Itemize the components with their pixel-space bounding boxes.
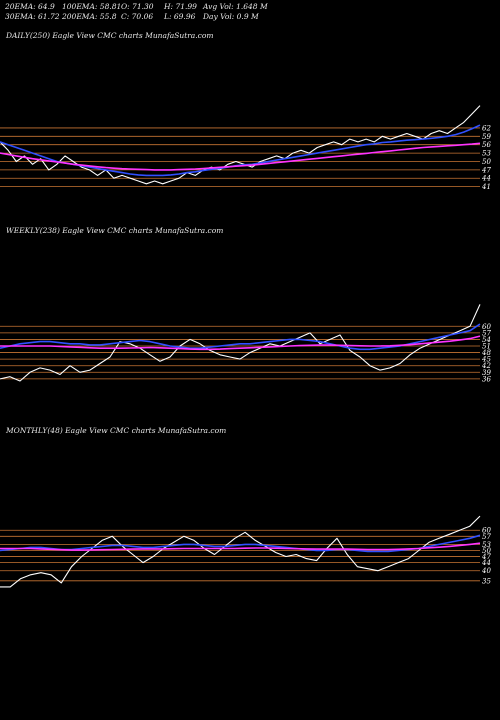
ema100-label: 100EMA: 58.81: [62, 2, 122, 11]
y-tick-label: 53: [482, 150, 491, 158]
y-tick-label: 39: [482, 369, 491, 377]
y-tick-label: 48: [481, 349, 491, 357]
y-tick-label: 59: [482, 133, 491, 141]
price-line: [0, 515, 481, 588]
y-tick-label: 50: [482, 547, 491, 555]
y-tick-label: 36: [482, 375, 491, 383]
ema-slow-line: [0, 542, 481, 551]
y-tick-label: 60: [482, 323, 491, 331]
y-tick-label: 54: [482, 336, 491, 344]
close-label: C: 70.06: [121, 12, 154, 21]
low-label: L: 69.96: [164, 12, 196, 21]
y-tick-label: 44: [481, 175, 491, 183]
y-tick-label: 35: [482, 577, 491, 585]
y-tick-label: 51: [482, 343, 491, 351]
monthly-panel-title: MONTHLY(48) Eagle View CMC charts Munafa…: [6, 426, 227, 435]
y-tick-label: 42: [481, 362, 491, 370]
y-tick-label: 41: [481, 183, 491, 191]
daily-panel-title: DAILY(250) Eagle View CMC charts MunafaS…: [6, 31, 214, 40]
ema20-label: 20EMA: 64.9: [5, 2, 55, 11]
y-tick-label: 50: [482, 158, 491, 166]
high-label: H: 71.99: [164, 2, 197, 11]
ema-slow-line: [0, 142, 481, 171]
ema200-label: 200EMA: 55.8: [62, 12, 117, 21]
open-label: O: 71.30: [121, 2, 154, 11]
ema-slow-line: [0, 335, 481, 351]
day-vol-label: Day Vol: 0.9 M: [203, 12, 259, 21]
y-tick-label: 60: [482, 527, 491, 535]
weekly-panel-title: WEEKLY(238) Eagle View CMC charts Munafa…: [6, 226, 224, 235]
y-tick-label: 57: [482, 533, 491, 541]
y-tick-label: 53: [482, 541, 491, 549]
price-line: [0, 304, 481, 382]
avg-vol-label: Avg Vol: 1.648 M: [203, 2, 268, 11]
y-tick-label: 45: [481, 356, 491, 364]
y-tick-label: 62: [482, 124, 491, 132]
y-tick-label: 47: [481, 166, 491, 174]
ema-fast-line: [0, 124, 481, 177]
y-tick-label: 47: [481, 553, 491, 561]
ema30-label: 30EMA: 61.72: [5, 12, 60, 21]
y-tick-label: 56: [482, 141, 491, 149]
ema-fast-line: [0, 534, 481, 553]
y-tick-label: 40: [481, 567, 491, 575]
y-tick-label: 57: [482, 329, 491, 337]
y-tick-label: 44: [481, 559, 491, 567]
